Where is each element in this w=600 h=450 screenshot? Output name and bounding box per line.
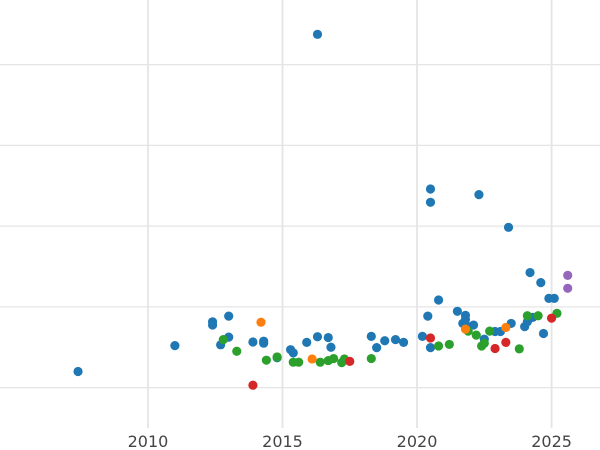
- data-point: [433, 295, 444, 305]
- data-point: [468, 320, 479, 330]
- data-point: [425, 333, 436, 343]
- data-point: [232, 346, 242, 356]
- data-point: [444, 339, 454, 350]
- data-point: [536, 278, 546, 288]
- data-point: [372, 343, 382, 353]
- data-points: [73, 29, 573, 390]
- data-point: [522, 311, 532, 321]
- data-point: [538, 328, 549, 339]
- data-point: [549, 293, 559, 303]
- data-point: [248, 337, 258, 347]
- data-point: [546, 313, 557, 323]
- data-point: [170, 341, 180, 351]
- data-point: [503, 222, 514, 232]
- data-point: [471, 330, 481, 340]
- data-point: [248, 380, 258, 390]
- data-point: [207, 317, 218, 327]
- x-tick-label: 2020: [397, 432, 438, 450]
- data-point: [460, 310, 471, 320]
- data-point: [272, 352, 282, 362]
- data-point: [514, 344, 524, 354]
- data-point: [312, 29, 323, 39]
- data-point: [423, 311, 433, 321]
- data-point: [398, 337, 409, 347]
- data-point: [288, 348, 298, 358]
- data-point: [345, 356, 355, 366]
- data-point: [485, 326, 495, 336]
- data-point: [563, 283, 573, 293]
- data-point: [501, 337, 511, 347]
- data-point: [329, 353, 339, 364]
- data-point: [261, 355, 271, 365]
- x-tick-label: 2010: [128, 432, 169, 450]
- data-point: [366, 331, 376, 341]
- data-point: [417, 331, 428, 341]
- data-point: [533, 311, 543, 321]
- data-point: [326, 342, 336, 352]
- data-point: [390, 334, 401, 345]
- data-point: [256, 317, 266, 327]
- data-point: [380, 336, 390, 346]
- data-point: [323, 332, 333, 343]
- data-point: [425, 343, 436, 353]
- data-point: [501, 322, 511, 333]
- data-point: [224, 311, 234, 321]
- data-point: [259, 336, 269, 346]
- data-point: [433, 341, 444, 351]
- data-point: [425, 197, 436, 207]
- data-point: [479, 338, 489, 348]
- data-point: [474, 190, 484, 200]
- data-point: [366, 353, 376, 364]
- data-point: [307, 354, 317, 364]
- data-point: [563, 270, 573, 280]
- grid-lines: [0, 0, 600, 428]
- data-point: [312, 332, 323, 342]
- x-tick-label: 2015: [262, 432, 303, 450]
- data-point: [525, 267, 535, 278]
- data-point: [218, 334, 228, 345]
- data-point: [315, 357, 325, 367]
- data-point: [294, 357, 304, 367]
- data-point: [425, 184, 436, 194]
- data-point: [490, 343, 500, 354]
- data-point: [452, 306, 462, 316]
- x-axis-ticks: 2010 2015 2020 2025: [128, 432, 572, 450]
- data-point: [302, 337, 312, 347]
- data-point: [460, 324, 471, 334]
- data-point: [73, 366, 83, 377]
- x-tick-label: 2025: [531, 432, 572, 450]
